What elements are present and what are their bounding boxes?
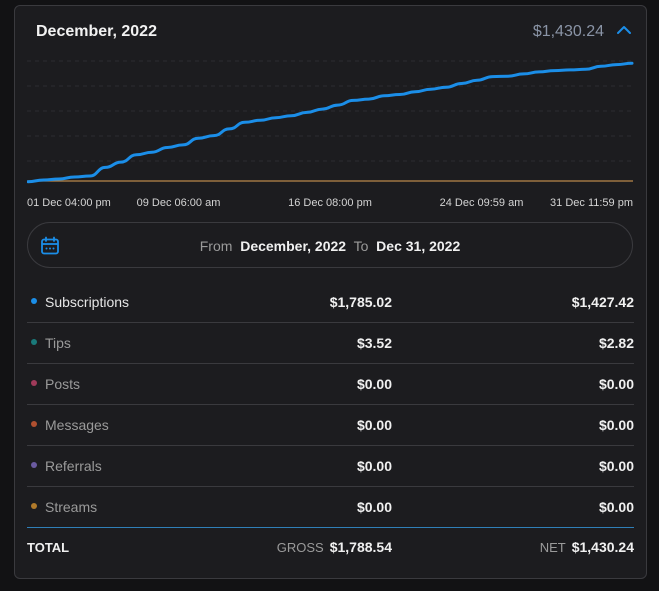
row-subscriptions: Subscriptions $1,785.02 $1,427.42 bbox=[27, 282, 634, 323]
earnings-chart: 01 Dec 04:00 pm 09 Dec 06:00 am 16 Dec 08:… bbox=[27, 60, 634, 209]
x-tick-label: 31 Dec 11:59 pm bbox=[550, 197, 633, 209]
date-range-text: From December, 2022 To Dec 31, 2022 bbox=[28, 238, 632, 254]
to-value: Dec 31, 2022 bbox=[376, 238, 461, 254]
row-label: Subscriptions bbox=[45, 294, 130, 310]
row-gross: $0.00 bbox=[356, 499, 392, 515]
dot-referrals bbox=[31, 462, 37, 468]
from-value: December, 2022 bbox=[240, 238, 347, 254]
row-gross: $1,785.02 bbox=[329, 294, 392, 310]
row-net: $0.00 bbox=[598, 376, 634, 392]
earnings-breakdown: Subscriptions $1,785.02 $1,427.42 Tips $… bbox=[27, 282, 634, 528]
dot-tips bbox=[31, 339, 37, 345]
total-net: NET $1,430.24 bbox=[540, 539, 634, 555]
row-label: Messages bbox=[45, 417, 109, 433]
calendar-icon[interactable] bbox=[40, 236, 60, 256]
row-net: $1,427.42 bbox=[571, 294, 634, 310]
x-tick-label: 16 Dec 08:00 pm bbox=[288, 197, 372, 209]
card-header[interactable]: December, 2022 $1,430.24 bbox=[15, 6, 646, 56]
total-gross: GROSS $1,788.54 bbox=[277, 539, 392, 555]
row-referrals: Referrals $0.00 $0.00 bbox=[27, 446, 634, 487]
x-tick-label: 01 Dec 04:00 pm bbox=[27, 197, 111, 209]
row-label: Posts bbox=[45, 376, 81, 392]
row-gross: $3.52 bbox=[356, 335, 392, 351]
row-gross: $0.00 bbox=[356, 458, 392, 474]
chevron-up-icon[interactable] bbox=[616, 24, 632, 36]
net-value: $1,430.24 bbox=[571, 539, 634, 555]
row-net: $0.00 bbox=[598, 417, 634, 433]
total-label: TOTAL bbox=[27, 540, 70, 555]
row-posts: Posts $0.00 $0.00 bbox=[27, 364, 634, 405]
row-gross: $0.00 bbox=[356, 376, 392, 392]
month-title: December, 2022 bbox=[36, 23, 157, 40]
x-tick-label: 24 Dec 09:59 am bbox=[440, 197, 524, 209]
row-tips: Tips $3.52 $2.82 bbox=[27, 323, 634, 364]
gross-value: $1,788.54 bbox=[329, 539, 392, 555]
from-label: From bbox=[199, 238, 233, 254]
dot-subscriptions bbox=[31, 298, 37, 304]
row-net: $2.82 bbox=[598, 335, 634, 351]
row-gross: $0.00 bbox=[356, 417, 392, 433]
row-label: Tips bbox=[45, 335, 71, 351]
header-total: $1,430.24 bbox=[532, 23, 604, 40]
row-net: $0.00 bbox=[598, 458, 634, 474]
net-label: NET bbox=[539, 540, 566, 555]
totals-row: TOTAL GROSS $1,788.54 NET $1,430.24 bbox=[27, 534, 634, 562]
date-range-picker[interactable]: From December, 2022 To Dec 31, 2022 bbox=[27, 222, 633, 268]
row-label: Streams bbox=[45, 499, 98, 515]
row-label: Referrals bbox=[45, 458, 102, 474]
row-streams: Streams $0.00 $0.00 bbox=[27, 487, 634, 528]
x-tick-label: 09 Dec 06:00 am bbox=[137, 197, 221, 209]
earnings-card: December, 2022 $1,430.24 01 Dec 04:00 pm… bbox=[14, 5, 647, 579]
to-label: To bbox=[353, 238, 369, 254]
dot-posts bbox=[31, 380, 37, 386]
row-messages: Messages $0.00 $0.00 bbox=[27, 405, 634, 446]
dot-streams bbox=[31, 503, 37, 509]
dot-messages bbox=[31, 421, 37, 427]
series-line-subscriptions bbox=[27, 61, 634, 184]
row-net: $0.00 bbox=[598, 499, 634, 515]
gross-label: GROSS bbox=[276, 540, 324, 555]
